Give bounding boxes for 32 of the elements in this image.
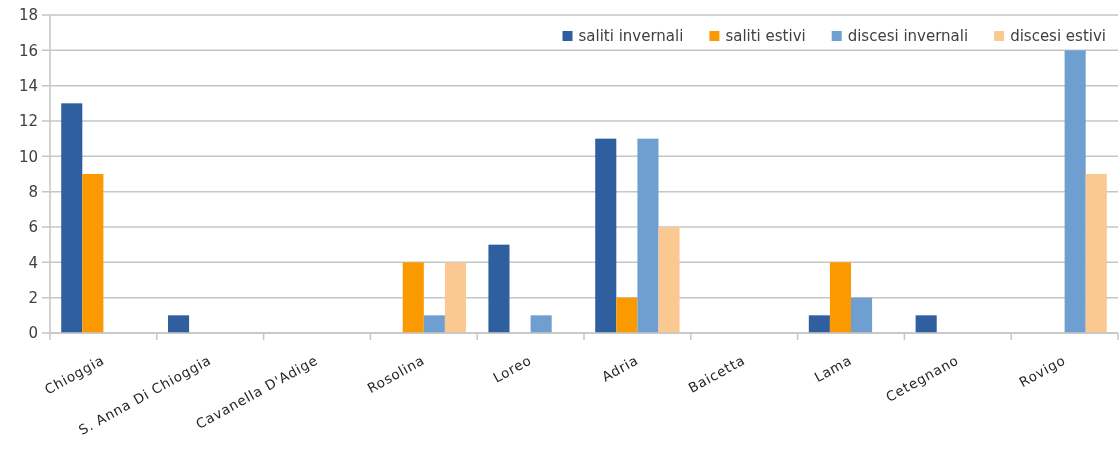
bar	[444, 262, 466, 333]
bar	[61, 103, 83, 333]
bar	[595, 138, 617, 333]
bar	[829, 262, 851, 333]
legend-label: discesi estivi	[1010, 27, 1107, 46]
y-tick-label: 14	[18, 76, 38, 95]
legend-label: saliti estivi	[725, 27, 806, 46]
bar	[1064, 50, 1086, 333]
y-tick-label: 0	[28, 324, 38, 343]
bar	[402, 262, 424, 333]
y-tick-label: 12	[18, 112, 38, 131]
bar	[488, 244, 510, 333]
bar	[168, 315, 190, 333]
y-tick-label: 10	[18, 147, 38, 166]
y-tick-label: 16	[18, 41, 38, 60]
y-tick-label: 6	[28, 218, 38, 237]
bar	[530, 315, 552, 333]
bar	[851, 297, 873, 333]
bar	[82, 174, 104, 333]
bar	[1085, 174, 1107, 333]
y-tick-label: 2	[28, 288, 38, 307]
bar	[915, 315, 937, 333]
y-tick-label: 8	[28, 182, 38, 201]
bar	[658, 227, 680, 333]
legend-label: saliti invernali	[578, 27, 684, 46]
bar	[808, 315, 830, 333]
bar	[637, 138, 659, 333]
legend-label: discesi invernali	[847, 27, 969, 46]
y-tick-label: 4	[28, 253, 38, 272]
bar	[616, 297, 638, 333]
y-tick-label: 18	[18, 6, 38, 25]
bar	[423, 315, 445, 333]
